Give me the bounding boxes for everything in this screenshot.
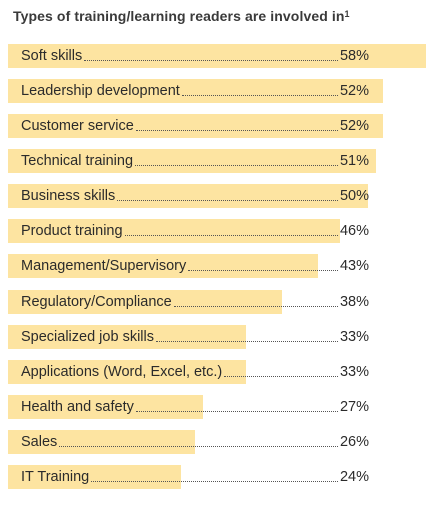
dotted-leader: [124, 235, 338, 237]
dotted-leader: [117, 200, 338, 202]
category-label: Sales: [21, 433, 58, 450]
value-label: 58%: [339, 48, 369, 64]
value-label: 43%: [339, 258, 369, 275]
bar: [8, 114, 383, 139]
bar-row: Regulatory/Compliance 38%: [21, 291, 369, 313]
chart-title-text: Types of training/learning readers are i…: [13, 8, 345, 24]
bar: [8, 44, 426, 68]
dotted-leader: [224, 375, 338, 377]
category-label: Specialized job skills: [21, 328, 154, 345]
bar: [8, 254, 318, 279]
value-label: 33%: [339, 328, 369, 345]
bar: [8, 149, 376, 174]
bar-row: Technical training 51%: [21, 150, 369, 172]
bar-row: Business skills 50%: [21, 185, 369, 207]
value-label: 33%: [339, 363, 369, 380]
value-label: 38%: [339, 293, 369, 310]
value-label: 24%: [339, 468, 369, 485]
category-label: IT Training: [21, 468, 90, 485]
dotted-leader: [135, 165, 338, 167]
bar: [8, 79, 383, 104]
bar: [8, 184, 369, 209]
dotted-leader: [173, 305, 338, 307]
bar: [8, 324, 246, 349]
dotted-leader: [135, 130, 338, 132]
bar: [8, 464, 181, 489]
dotted-leader: [188, 270, 338, 272]
bar: [8, 394, 203, 419]
dotted-leader: [155, 340, 338, 342]
value-label: 51%: [339, 153, 369, 170]
category-label: Health and safety: [21, 398, 134, 415]
bar-row: Customer service 52%: [21, 115, 369, 137]
dotted-leader: [135, 410, 338, 412]
category-label: Customer service: [21, 118, 134, 135]
bar: [8, 289, 282, 314]
category-label: Technical training: [21, 153, 134, 170]
bar-row: Product training 46%: [21, 220, 369, 242]
value-label: 26%: [339, 433, 369, 450]
category-label: Soft skills: [21, 48, 83, 64]
category-label: Applications (Word, Excel, etc.): [21, 363, 223, 380]
bar-row: Soft skills 58%: [21, 45, 369, 67]
dotted-leader: [91, 480, 338, 482]
dotted-leader: [84, 60, 338, 61]
category-label: Regulatory/Compliance: [21, 293, 172, 310]
title-footnote-marker: 1: [344, 9, 350, 19]
bar-row: Applications (Word, Excel, etc.) 33%: [21, 361, 369, 383]
bar: [8, 429, 196, 454]
value-label: 27%: [339, 398, 369, 415]
bar-row: Management/Supervisory 43%: [21, 255, 369, 277]
category-label: Leadership development: [21, 83, 180, 100]
bar-row: Health and safety 27%: [21, 396, 369, 418]
bar-row: Sales 26%: [21, 431, 369, 453]
dotted-leader: [59, 445, 338, 447]
category-label: Business skills: [21, 188, 116, 205]
value-label: 50%: [339, 188, 369, 205]
chart-title: Types of training/learning readers are i…: [13, 8, 350, 24]
category-label: Management/Supervisory: [21, 258, 187, 275]
bar-row: Specialized job skills 33%: [21, 326, 369, 348]
bar: [8, 219, 340, 244]
value-label: 52%: [339, 83, 369, 100]
dotted-leader: [181, 95, 338, 97]
value-label: 52%: [339, 118, 369, 135]
bar-row: IT Training 24%: [21, 466, 369, 488]
bar: [8, 359, 246, 384]
category-label: Product training: [21, 223, 123, 240]
bar-row: Leadership development 52%: [21, 80, 369, 102]
value-label: 46%: [339, 223, 369, 240]
